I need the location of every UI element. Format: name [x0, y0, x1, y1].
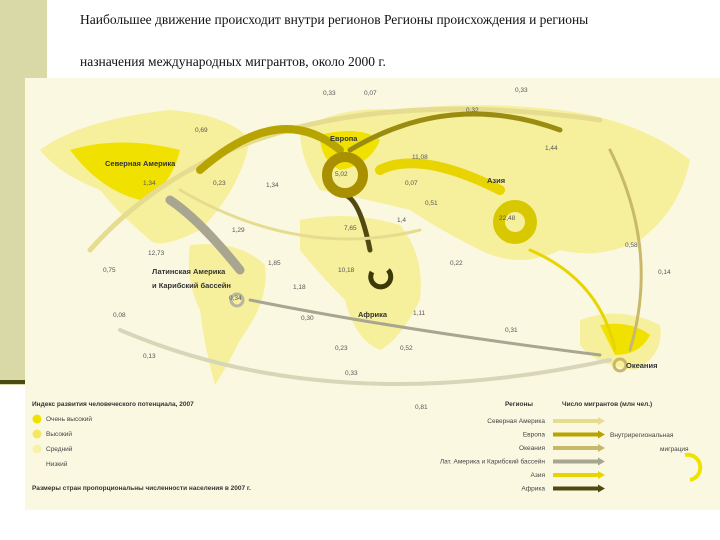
legend-region: Европа	[523, 432, 546, 439]
flow-value: 0,33	[323, 90, 336, 97]
flow-arrow	[118, 328, 612, 386]
flow-value: 0,33	[515, 87, 528, 94]
north-america-core	[70, 142, 180, 200]
region-label: Океания	[626, 361, 657, 370]
flow-value: 0,34	[229, 295, 242, 302]
flow-value: 0,32	[466, 107, 479, 114]
flow-value: 5,02	[335, 171, 348, 178]
region-label: Африка	[358, 310, 388, 319]
flow-value: 1,44	[545, 145, 558, 152]
flow-arrow	[248, 298, 602, 357]
legend-title: Число мигрантов (млн чел.)	[562, 401, 652, 408]
region-label: Европа	[330, 134, 358, 143]
legend-arrowhead	[598, 444, 605, 452]
flow-value: 0,14	[658, 269, 671, 276]
flow-arrow	[196, 125, 344, 174]
region-label: и Карибский бассейн	[152, 281, 231, 290]
flow-value: 0,08	[113, 312, 126, 319]
flow-value: 0,58	[625, 242, 638, 249]
flow-arrow	[375, 158, 505, 195]
flow-value: 0,69	[195, 127, 208, 134]
legend-label: Низкий	[46, 460, 68, 468]
flow-value: 0,33	[345, 370, 358, 377]
region-label: Латинская Америка	[152, 267, 226, 276]
legend-arrowhead	[598, 484, 605, 493]
flow-value: 0,75	[103, 267, 116, 274]
legend-arrowhead	[598, 430, 605, 439]
legend-label: Очень высокий	[46, 415, 92, 423]
oceania-intra	[612, 357, 628, 373]
flow-value: 1,85	[268, 260, 281, 267]
flow-value: 1,29	[232, 227, 245, 234]
legend-intra: Внутрирегиональная	[610, 432, 674, 439]
legend-title: Регионы	[505, 401, 533, 408]
flow-value: 0,23	[213, 180, 226, 187]
flow-value: 0,07	[405, 180, 418, 187]
hdi-swatch	[32, 429, 42, 439]
legend-note: Размеры стран пропорциональны численност…	[32, 485, 251, 492]
flow-arrow	[347, 111, 563, 153]
flow-value: 0,81	[415, 404, 428, 411]
flow-value: 0,52	[400, 345, 413, 352]
region-label: Северная Америка	[105, 159, 176, 168]
hdi-swatch	[32, 414, 42, 424]
flow-value: 11,08	[412, 154, 428, 161]
flow-value: 0,30	[301, 315, 314, 322]
hdi-swatch	[32, 444, 42, 454]
flow-arrow	[178, 188, 422, 241]
legend-region: Лат. Америка и Карибский бассейн	[440, 458, 546, 466]
flow-value: 1,34	[143, 180, 156, 187]
latam-intra	[229, 292, 245, 308]
legend-arrowhead	[598, 457, 605, 466]
legend-region: Африка	[521, 486, 545, 493]
legend-arrowhead	[598, 417, 605, 425]
title-line: Наибольшее движение происходит внутри ре…	[80, 12, 589, 27]
title-line: назначения международных мигрантов, окол…	[80, 54, 386, 69]
australia-core	[600, 323, 650, 355]
flow-value: 0,07	[364, 90, 377, 97]
africa-intra	[368, 268, 394, 290]
flow-value: 12,73	[148, 250, 165, 257]
legend-region: Азия	[531, 472, 546, 479]
flow-value: 22,48	[499, 215, 516, 222]
legend-label: Средний	[46, 445, 73, 453]
side-rule	[0, 380, 30, 384]
flow-value: 1,11	[413, 310, 426, 317]
legend-arrowhead	[598, 471, 605, 479]
flow-value: 1,4	[397, 217, 406, 224]
flow-value: 7,65	[344, 225, 357, 232]
legend-region: Северная Америка	[487, 418, 545, 425]
legend-symbol	[684, 452, 703, 482]
flow-arrow	[608, 148, 643, 352]
flow-value: 0,22	[450, 260, 463, 267]
flow-value: 10,18	[338, 267, 355, 274]
flow-arrow	[528, 248, 617, 352]
legend-label: Высокий	[46, 430, 72, 438]
flow-value: 1,34	[266, 182, 279, 189]
hdi-swatch	[32, 459, 42, 469]
south-america	[188, 244, 266, 385]
legend-region: Океания	[519, 445, 545, 452]
africa	[300, 216, 421, 350]
flow-value: 0,13	[143, 353, 156, 360]
asia-intra	[493, 200, 537, 244]
flow-value: 0,31	[505, 327, 518, 334]
flow-value: 1,18	[293, 284, 306, 291]
flow-value: 0,51	[425, 200, 438, 207]
legend-title: Индекс развития человеческого потенциала…	[32, 401, 194, 408]
flow-value: 0,23	[335, 345, 348, 352]
europe-intra	[322, 152, 368, 198]
flow-arrow	[165, 195, 245, 275]
region-label: Азия	[487, 176, 505, 185]
legend-intra: миграция	[660, 446, 689, 453]
